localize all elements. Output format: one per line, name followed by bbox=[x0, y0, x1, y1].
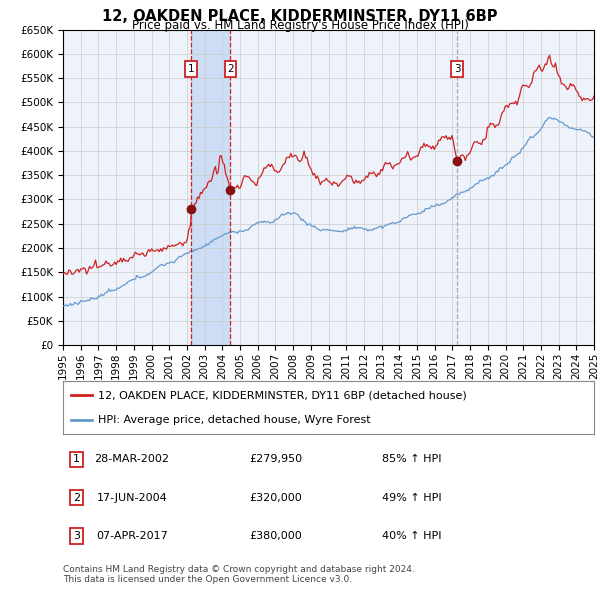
Text: 40% ↑ HPI: 40% ↑ HPI bbox=[382, 531, 441, 541]
Text: 17-JUN-2004: 17-JUN-2004 bbox=[97, 493, 167, 503]
Text: £279,950: £279,950 bbox=[249, 454, 302, 464]
Text: This data is licensed under the Open Government Licence v3.0.: This data is licensed under the Open Gov… bbox=[63, 575, 352, 584]
Text: Contains HM Land Registry data © Crown copyright and database right 2024.: Contains HM Land Registry data © Crown c… bbox=[63, 565, 415, 574]
Text: 85% ↑ HPI: 85% ↑ HPI bbox=[382, 454, 441, 464]
Bar bbox=[191, 30, 230, 345]
Text: £320,000: £320,000 bbox=[249, 493, 302, 503]
Text: 28-MAR-2002: 28-MAR-2002 bbox=[95, 454, 170, 464]
Text: 49% ↑ HPI: 49% ↑ HPI bbox=[382, 493, 441, 503]
Text: 2: 2 bbox=[73, 493, 80, 503]
Text: 12, OAKDEN PLACE, KIDDERMINSTER, DY11 6BP (detached house): 12, OAKDEN PLACE, KIDDERMINSTER, DY11 6B… bbox=[98, 391, 466, 401]
Text: HPI: Average price, detached house, Wyre Forest: HPI: Average price, detached house, Wyre… bbox=[98, 415, 370, 425]
Text: 3: 3 bbox=[454, 64, 460, 74]
Text: 1: 1 bbox=[188, 64, 194, 74]
Text: 12, OAKDEN PLACE, KIDDERMINSTER, DY11 6BP: 12, OAKDEN PLACE, KIDDERMINSTER, DY11 6B… bbox=[102, 9, 498, 24]
Text: 3: 3 bbox=[73, 531, 80, 541]
Text: 07-APR-2017: 07-APR-2017 bbox=[96, 531, 168, 541]
Text: 2: 2 bbox=[227, 64, 234, 74]
Text: £380,000: £380,000 bbox=[249, 531, 302, 541]
Text: 1: 1 bbox=[73, 454, 80, 464]
Text: Price paid vs. HM Land Registry's House Price Index (HPI): Price paid vs. HM Land Registry's House … bbox=[131, 19, 469, 32]
